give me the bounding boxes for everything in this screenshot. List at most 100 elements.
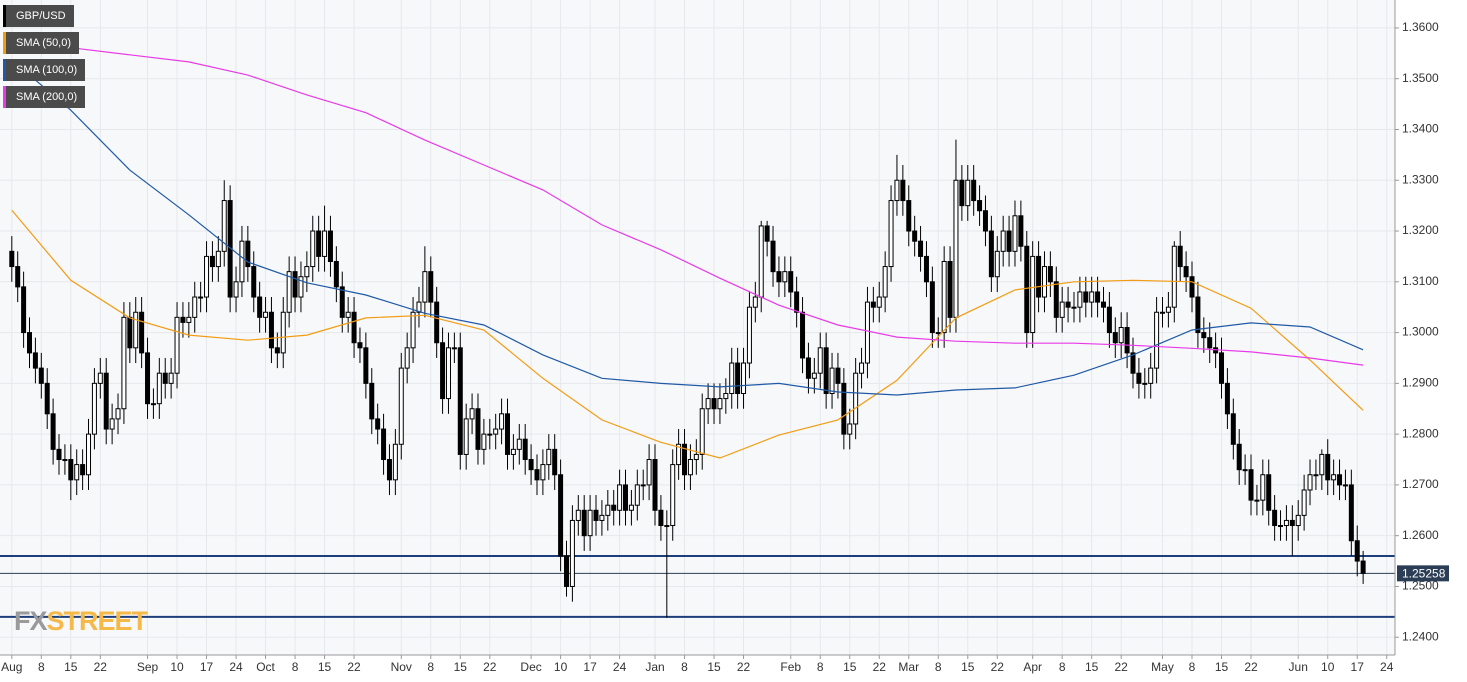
candle-body (233, 281, 239, 298)
candle-body (50, 413, 56, 450)
candle-body (1154, 311, 1160, 369)
x-tick-label: 10 (554, 660, 568, 674)
candle-body (481, 433, 487, 450)
candle-body (1354, 540, 1360, 562)
y-tick-label: 1.2500 (1402, 579, 1439, 593)
candle-body (475, 408, 481, 450)
candle-body (888, 200, 894, 268)
candle-body (605, 504, 611, 516)
candle-body (794, 291, 800, 313)
candle-body (947, 260, 953, 318)
candle-body (918, 240, 924, 257)
candle-body (345, 311, 351, 318)
candle-body (239, 240, 245, 283)
x-tick-label: 24 (613, 660, 627, 674)
candle-body (569, 519, 575, 587)
candle-body (676, 443, 682, 466)
candle-body (558, 474, 564, 557)
candle-body (835, 367, 841, 384)
candle-body (770, 240, 776, 273)
candle-body (1012, 215, 1018, 252)
legend-label: GBP/USD (16, 10, 66, 22)
candle-body (1360, 560, 1366, 574)
candle-body (1183, 266, 1189, 278)
candle-body (1342, 484, 1348, 487)
candle-body (1295, 514, 1301, 527)
candle-body (634, 484, 640, 506)
candle-body (398, 367, 404, 445)
candle-body (386, 459, 392, 481)
candle-body (1095, 291, 1101, 303)
candle-body (56, 448, 62, 461)
candle-body (646, 459, 652, 486)
candle-body (1242, 469, 1248, 472)
x-tick-label: 15 (1215, 660, 1229, 674)
y-tick-label: 1.3200 (1402, 223, 1439, 237)
candle-body (805, 357, 811, 379)
candle-body (1160, 311, 1165, 314)
candle-body (1195, 296, 1201, 334)
candle-body (357, 342, 363, 349)
logo: FXSTREET (14, 606, 148, 637)
candle-body (593, 509, 599, 521)
candle-body (180, 316, 186, 323)
y-tick-label: 1.2400 (1402, 629, 1439, 643)
candle-body (723, 393, 729, 400)
candle-body (499, 413, 505, 430)
legend-swatch (3, 86, 6, 108)
candle-body (1118, 327, 1124, 344)
candle-body (977, 200, 983, 212)
sma-line (11, 209, 1364, 459)
candle-body (1100, 301, 1106, 308)
x-tick-label: 8 (681, 660, 688, 674)
candle-body (658, 509, 664, 527)
legend-swatch (3, 32, 6, 54)
candle-body (735, 362, 741, 395)
legend-label: SMA (50,0) (16, 37, 72, 49)
candle-body (268, 311, 274, 349)
candle-body (404, 347, 410, 369)
x-tick-label: 22 (347, 660, 361, 674)
candle-body (628, 504, 634, 511)
candle-body (257, 296, 263, 318)
x-tick-label: 8 (935, 660, 942, 674)
candle-body (221, 200, 227, 252)
x-tick-label: 24 (1380, 660, 1394, 674)
candle-body (139, 311, 145, 354)
candle-body (1254, 499, 1260, 502)
candle-body (563, 555, 569, 587)
x-tick-label: 15 (64, 660, 78, 674)
candle-body (469, 408, 475, 420)
candle-body (994, 250, 1000, 278)
candle-body (670, 464, 676, 527)
candle-body (1130, 352, 1136, 374)
candle-body (705, 398, 711, 410)
candle-body (965, 179, 971, 207)
candle-body (1236, 443, 1242, 471)
x-tick-label: 8 (38, 660, 45, 674)
candle-body (1207, 337, 1213, 349)
candle-body (823, 347, 829, 395)
candle-body (150, 403, 156, 406)
candle-body (859, 362, 865, 374)
candle-body (1171, 245, 1177, 308)
candle-body (68, 459, 74, 481)
x-tick-label: 15 (843, 660, 857, 674)
candle-body (876, 296, 882, 308)
y-tick-label: 1.3500 (1402, 71, 1439, 85)
candle-body (27, 332, 33, 354)
candle-body (581, 509, 587, 537)
candle-body (428, 271, 434, 303)
x-tick-label: Feb (780, 660, 801, 674)
x-tick-label: 22 (1244, 660, 1258, 674)
candle-body (1289, 519, 1295, 527)
y-tick-label: 1.3300 (1402, 172, 1439, 186)
candle-body (1219, 352, 1225, 384)
candle-body (534, 469, 540, 481)
legend-swatch (3, 5, 6, 27)
candle-body (422, 271, 428, 303)
x-tick-label: 17 (200, 660, 214, 674)
legend-item: SMA (200,0) (3, 86, 86, 108)
candle-body (209, 255, 215, 268)
